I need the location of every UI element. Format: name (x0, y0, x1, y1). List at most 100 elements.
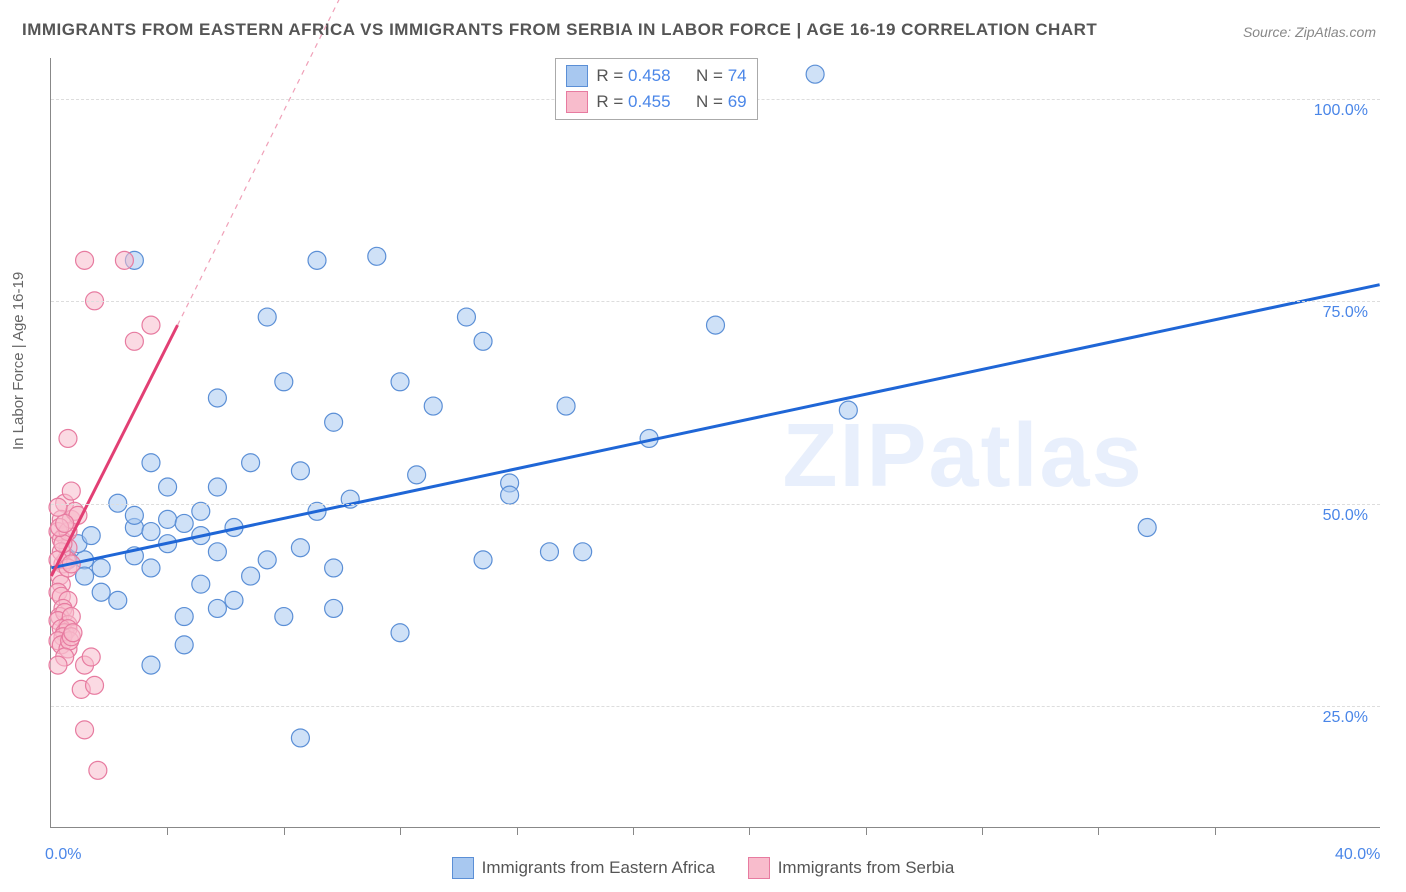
data-point (142, 454, 160, 472)
data-point (540, 543, 558, 561)
data-point (208, 478, 226, 496)
data-point (275, 608, 293, 626)
data-point (208, 599, 226, 617)
data-point (325, 559, 343, 577)
data-point (59, 429, 77, 447)
data-point (92, 559, 110, 577)
data-point (159, 478, 177, 496)
data-point (175, 514, 193, 532)
r-label: R = 0.458 (596, 66, 670, 86)
plot-area: ZIPatlas 25.0%50.0%75.0%100.0% (50, 58, 1380, 828)
data-point (391, 624, 409, 642)
x-axis-tick (400, 827, 401, 835)
data-point (806, 65, 824, 83)
legend-swatch-icon (566, 91, 588, 113)
data-point (142, 559, 160, 577)
data-point (258, 308, 276, 326)
legend-label: Immigrants from Eastern Africa (482, 858, 715, 878)
trend-line (51, 325, 177, 576)
data-point (49, 498, 67, 516)
data-point (275, 373, 293, 391)
data-point (242, 567, 260, 585)
data-point (115, 251, 133, 269)
data-point (175, 608, 193, 626)
scatter-plot-svg (51, 58, 1380, 827)
data-point (225, 591, 243, 609)
data-point (308, 251, 326, 269)
data-point (291, 539, 309, 557)
data-point (192, 502, 210, 520)
data-point (82, 648, 100, 666)
data-point (89, 761, 107, 779)
legend-label: Immigrants from Serbia (778, 858, 955, 878)
x-axis-tick (517, 827, 518, 835)
data-point (208, 543, 226, 561)
source-attribution: Source: ZipAtlas.com (1243, 24, 1376, 40)
data-point (1138, 519, 1156, 537)
x-axis-tick-label: 40.0% (1335, 846, 1380, 864)
data-point (242, 454, 260, 472)
y-axis-label: In Labor Force | Age 16-19 (10, 272, 27, 450)
data-point (125, 506, 143, 524)
data-point (92, 583, 110, 601)
data-point (368, 247, 386, 265)
data-point (82, 527, 100, 545)
x-axis-tick (749, 827, 750, 835)
gridline (51, 301, 1380, 302)
x-axis-tick (866, 827, 867, 835)
data-point (474, 332, 492, 350)
legend-swatch-icon (566, 65, 588, 87)
data-point (208, 389, 226, 407)
data-point (109, 591, 127, 609)
chart-title: IMMIGRANTS FROM EASTERN AFRICA VS IMMIGR… (22, 20, 1097, 40)
x-axis-tick (982, 827, 983, 835)
x-axis-tick (167, 827, 168, 835)
y-axis-tick-label: 25.0% (1323, 709, 1368, 727)
data-point (291, 729, 309, 747)
data-point (142, 316, 160, 334)
data-point (142, 523, 160, 541)
data-point (64, 624, 82, 642)
data-point (62, 482, 80, 500)
data-point (325, 413, 343, 431)
correlation-legend-row: R = 0.455 N = 69 (566, 89, 746, 115)
series-legend: Immigrants from Eastern Africa Immigrant… (0, 857, 1406, 884)
data-point (86, 676, 104, 694)
correlation-legend-row: R = 0.458 N = 74 (566, 63, 746, 89)
x-axis-tick (284, 827, 285, 835)
x-axis-tick-label: 0.0% (45, 846, 81, 864)
data-point (574, 543, 592, 561)
data-point (707, 316, 725, 334)
correlation-legend: R = 0.458 N = 74 R = 0.455 N = 69 (555, 58, 757, 120)
y-axis-tick-label: 75.0% (1323, 304, 1368, 322)
data-point (457, 308, 475, 326)
data-point (501, 486, 519, 504)
x-axis-tick (1215, 827, 1216, 835)
data-point (76, 251, 94, 269)
gridline (51, 504, 1380, 505)
legend-item-eastern-africa: Immigrants from Eastern Africa (452, 857, 715, 879)
y-axis-tick-label: 100.0% (1314, 102, 1368, 120)
n-label: N = 69 (696, 92, 747, 112)
data-point (159, 510, 177, 528)
data-point (291, 462, 309, 480)
legend-swatch-icon (452, 857, 474, 879)
data-point (56, 514, 74, 532)
data-point (76, 721, 94, 739)
data-point (192, 575, 210, 593)
y-axis-tick-label: 50.0% (1323, 507, 1368, 525)
x-axis-tick (1098, 827, 1099, 835)
data-point (142, 656, 160, 674)
legend-swatch-icon (748, 857, 770, 879)
trend-line-extrapolation (178, 0, 351, 325)
x-axis-tick (633, 827, 634, 835)
data-point (325, 599, 343, 617)
gridline (51, 706, 1380, 707)
data-point (424, 397, 442, 415)
data-point (49, 656, 67, 674)
data-point (175, 636, 193, 654)
legend-item-serbia: Immigrants from Serbia (748, 857, 955, 879)
data-point (408, 466, 426, 484)
n-label: N = 74 (696, 66, 747, 86)
data-point (557, 397, 575, 415)
